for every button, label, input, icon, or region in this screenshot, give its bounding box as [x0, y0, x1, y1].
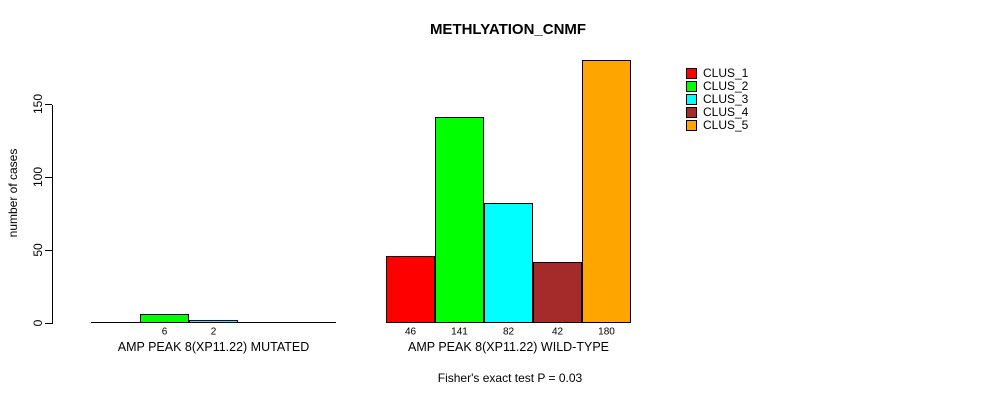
x-group-label: AMP PEAK 8(XP11.22) MUTATED — [117, 340, 310, 354]
bar-value-label: 180 — [598, 326, 615, 338]
bar-clus_5 — [582, 60, 631, 323]
chart-title: METHLYATION_CNMF — [429, 21, 587, 38]
y-axis-line — [52, 105, 53, 324]
bar-value-label: 2 — [210, 326, 217, 338]
x-group-label: AMP PEAK 8(XP11.22) WILD-TYPE — [408, 340, 609, 354]
legend-label: CLUS_1 — [703, 66, 749, 80]
fisher-test-annotation: Fisher's exact test P = 0.03 — [437, 371, 583, 385]
bar-clus_3 — [484, 203, 533, 323]
bar-clus_1 — [386, 256, 435, 323]
y-tick-label: 100 — [31, 166, 45, 188]
bar-clus_2 — [140, 314, 189, 323]
legend-label: CLUS_3 — [703, 92, 749, 106]
legend-swatch-clus_4 — [686, 107, 697, 118]
bar-clus_3 — [189, 320, 238, 323]
bar-value-label: 42 — [551, 326, 564, 338]
legend-swatch-clus_2 — [686, 81, 697, 92]
y-tick-label: 150 — [31, 93, 45, 115]
bar-clus_4 — [533, 262, 582, 323]
bar-value-label: 46 — [404, 326, 417, 338]
y-tick-label: 0 — [31, 319, 45, 327]
y-tick-mark — [45, 322, 52, 324]
legend-swatch-clus_3 — [686, 94, 697, 105]
legend-label: CLUS_5 — [703, 118, 749, 132]
y-tick-mark — [45, 103, 52, 105]
legend-label: CLUS_4 — [703, 105, 749, 119]
bar-value-label: 141 — [451, 326, 468, 338]
bar-clus_2 — [435, 117, 484, 323]
y-axis-label: number of cases — [6, 148, 20, 238]
legend-label: CLUS_2 — [703, 79, 749, 93]
y-tick-label: 50 — [31, 243, 45, 257]
y-tick-mark — [45, 176, 52, 178]
bar-value-label: 82 — [502, 326, 515, 338]
y-tick-mark — [45, 249, 52, 251]
legend-swatch-clus_1 — [686, 68, 697, 79]
legend-swatch-clus_5 — [686, 120, 697, 131]
bar-value-label: 6 — [161, 326, 168, 338]
